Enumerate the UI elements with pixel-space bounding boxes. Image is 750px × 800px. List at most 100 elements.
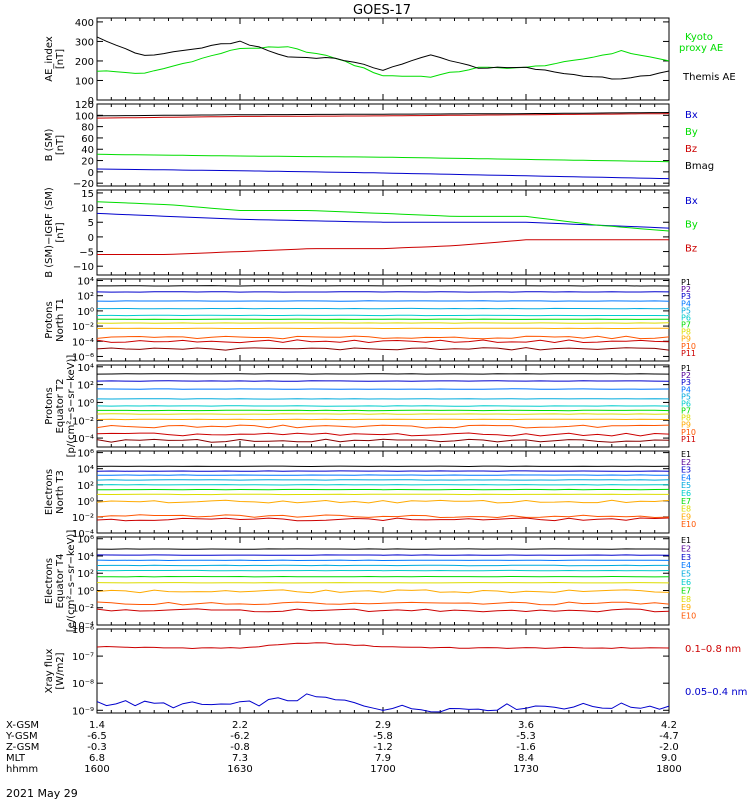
y-axis-label: [nT] xyxy=(55,135,66,155)
y-tick-label: 10⁻² xyxy=(72,322,94,333)
channel-label-p10: P10 xyxy=(681,428,696,437)
orbit-cell: 1730 xyxy=(513,764,538,775)
orbit-row-label-hhmm: hhmm xyxy=(6,764,38,775)
y-axis-label: [W/m2] xyxy=(55,652,66,689)
y-axis-label: Equator T2 xyxy=(55,379,66,434)
y-tick-label: 10⁴ xyxy=(77,363,94,374)
orbit-cell: -1.6 xyxy=(516,742,536,753)
orbit-row-label-y-gsm: Y-GSM xyxy=(5,731,38,742)
y-tick-label: 120 xyxy=(75,100,94,111)
channel-line-e8 xyxy=(96,589,670,594)
y-tick-label: 10⁻⁴ xyxy=(72,337,94,348)
date-label: 2021 May 29 xyxy=(6,787,78,800)
orbit-cell: 1700 xyxy=(370,764,395,775)
series-line-bmag xyxy=(96,112,670,117)
y-axis-label: Xray flux xyxy=(44,649,55,694)
orbit-cell: -6.5 xyxy=(87,731,107,742)
orbit-cell: -0.8 xyxy=(230,742,250,753)
legend-bx: Bx xyxy=(685,110,698,121)
orbit-row-label-x-gsm: X-GSM xyxy=(6,720,39,731)
y-tick-label: 10⁻² xyxy=(72,416,94,427)
series-line-kyoto-proxy-ae xyxy=(96,46,670,78)
y-tick-label: −5 xyxy=(79,248,94,259)
channel-label-p6: P6 xyxy=(681,399,691,408)
channel-label-p2: P2 xyxy=(681,285,691,294)
channel-line-p10 xyxy=(96,339,670,344)
y-tick-label: 10⁻⁴ xyxy=(72,529,94,540)
channel-line-e9 xyxy=(96,601,670,606)
channel-label-p5: P5 xyxy=(681,392,691,401)
y-axis-label: AE_index xyxy=(44,36,55,82)
legend-bx: Bx xyxy=(685,196,698,207)
y-tick-label: 10⁻⁶ xyxy=(72,352,94,363)
legend-kyoto-1: Kyoto xyxy=(685,32,713,43)
electron-units-label: [e/(cm²−s−sr−keV)] xyxy=(66,530,77,633)
y-axis-label: [nT] xyxy=(55,222,66,242)
channel-label-p7: P7 xyxy=(681,407,691,416)
y-tick-label: 10⁴ xyxy=(77,552,94,563)
channel-label-p3: P3 xyxy=(681,378,691,387)
orbit-cell: -1.2 xyxy=(373,742,393,753)
y-tick-label: 20 xyxy=(81,157,94,168)
y-axis-label: North T3 xyxy=(55,470,66,514)
y-tick-label: 10⁰ xyxy=(77,307,94,318)
y-tick-label: 100 xyxy=(75,111,94,122)
orbit-cell: -6.2 xyxy=(230,731,250,742)
panel-8: 10⁻⁹ 10⁻⁸ 10⁻⁷ 10⁻⁶ Xray flux [W/m2] 0.1–0.8 n… xyxy=(44,625,747,717)
y-tick-label: 100 xyxy=(75,76,94,87)
channel-label-e9: E9 xyxy=(681,512,691,521)
y-axis-label: Electrons xyxy=(44,469,55,515)
channel-label-p5: P5 xyxy=(681,306,691,315)
orbit-cell: 4.2 xyxy=(661,720,677,731)
panel-frame xyxy=(96,536,670,626)
y-axis-label: Equator T4 xyxy=(55,554,66,609)
y-tick-label: 400 xyxy=(75,18,94,29)
channel-label-p11: P11 xyxy=(681,349,696,358)
channel-label-p4: P4 xyxy=(681,385,691,394)
y-tick-label: 10 xyxy=(81,204,94,215)
y-tick-label: 10⁻⁹ xyxy=(72,706,94,717)
y-tick-label: 10⁰ xyxy=(77,586,94,597)
orbit-cell: 9.0 xyxy=(661,753,677,764)
legend-by: By xyxy=(685,127,698,138)
channel-label-p6: P6 xyxy=(681,313,691,322)
channel-line-p9 xyxy=(96,335,670,340)
y-tick-label: 10⁰ xyxy=(77,398,94,409)
proton-units-label: [p/(cm²−s−sr−keV)] xyxy=(66,355,77,458)
y-tick-label: 60 xyxy=(81,134,94,145)
orbit-cell: 6.8 xyxy=(89,753,105,764)
channel-label-p3: P3 xyxy=(681,292,691,301)
y-tick-label: 10⁶ xyxy=(77,535,94,546)
plot-title: GOES-17 xyxy=(353,3,411,18)
channel-line-e10 xyxy=(96,608,670,613)
channel-label-e3: E3 xyxy=(681,553,691,562)
channel-line-p9 xyxy=(96,424,670,429)
y-tick-label: 10⁻⁴ xyxy=(72,621,94,632)
y-tick-label: 15 xyxy=(81,189,94,200)
y-axis-label: Electrons xyxy=(44,558,55,604)
channel-line-p10 xyxy=(96,432,670,437)
y-tick-label: 10⁻⁸ xyxy=(72,679,94,690)
channel-label-e2: E2 xyxy=(681,544,691,553)
channel-label-e10: E10 xyxy=(681,612,696,621)
legend-bmag: Bmag xyxy=(685,161,714,172)
orbit-cell: -2.0 xyxy=(659,742,679,753)
y-axis-label: North T1 xyxy=(55,298,66,342)
series-line-bx xyxy=(96,168,670,180)
y-tick-label: 10² xyxy=(77,569,94,580)
orbit-cell: -5.3 xyxy=(516,731,536,742)
y-tick-label: 10² xyxy=(77,292,94,303)
y-axis-label: B (SM) xyxy=(44,128,55,161)
y-tick-label: 40 xyxy=(81,145,94,156)
orbit-cell: 1600 xyxy=(84,764,109,775)
channel-label-p8: P8 xyxy=(681,328,691,337)
y-tick-label: 10⁻⁴ xyxy=(72,434,94,445)
panel-3: −10 −5 0 5 10 15 B (SM)−IGRF (SM) [nT] Bx By Bz xyxy=(44,187,698,278)
y-tick-label: 10⁻² xyxy=(72,604,94,615)
panel-7: 10⁻⁴ 10⁻² 10⁰ 10² 10⁴ 10⁶ Electrons Equator T4 E… xyxy=(44,535,696,632)
channel-label-p7: P7 xyxy=(681,321,691,330)
channel-label-p4: P4 xyxy=(681,299,691,308)
channel-label-e7: E7 xyxy=(681,586,691,595)
channel-label-p1: P1 xyxy=(681,364,691,373)
